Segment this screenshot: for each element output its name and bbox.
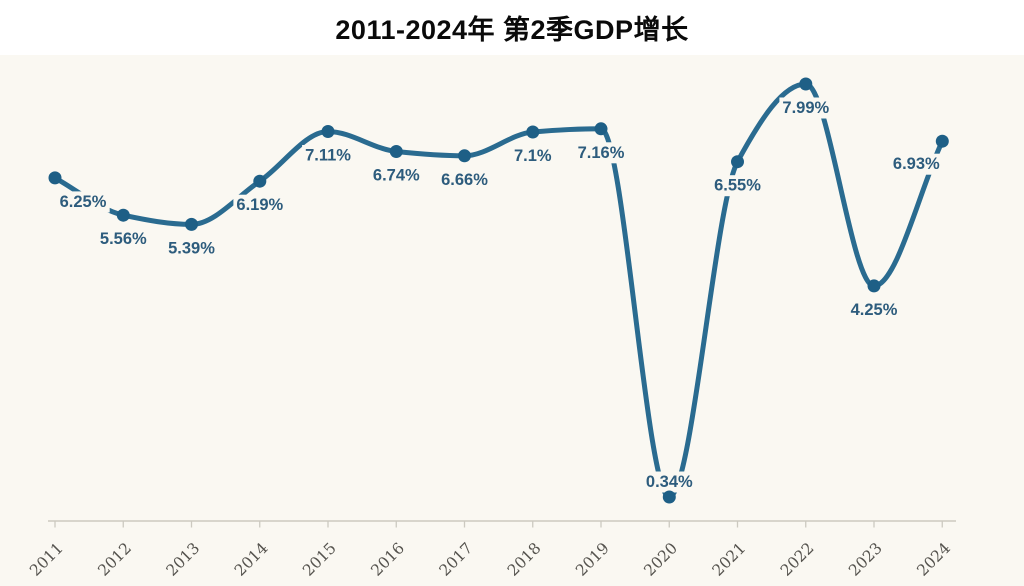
- value-label: 5.56%: [100, 230, 147, 248]
- data-point: [799, 77, 813, 91]
- value-label-group: 7.99%: [779, 97, 833, 119]
- chart-background: [0, 55, 1024, 586]
- data-point: [731, 155, 744, 169]
- value-label-bg: [438, 169, 492, 191]
- value-label-bg: [233, 194, 287, 216]
- value-label: 7.1%: [514, 147, 552, 165]
- value-label-group: 6.66%: [438, 169, 492, 191]
- value-label-group: 7.16%: [574, 142, 628, 164]
- data-point: [662, 490, 676, 504]
- value-label: 0.34%: [646, 473, 693, 491]
- value-label: 7.16%: [578, 144, 625, 162]
- value-label-bg: [56, 191, 110, 213]
- data-point: [458, 149, 471, 163]
- value-label-bg: [889, 153, 943, 175]
- value-label-group: 5.39%: [165, 237, 219, 259]
- chart-title: 2011-2024年 第2季GDP增长: [335, 15, 689, 45]
- title-band: 2011-2024年 第2季GDP增长: [0, 0, 1024, 55]
- value-label-group: 4.25%: [847, 299, 901, 321]
- value-label-bg: [369, 165, 423, 186]
- value-label-bg: [574, 142, 628, 164]
- value-label-group: 6.55%: [711, 175, 765, 197]
- value-label: 7.11%: [305, 147, 351, 165]
- value-label-group: 6.93%: [889, 153, 943, 175]
- value-label-group: 0.34%: [642, 471, 696, 493]
- value-label: 5.39%: [168, 239, 215, 257]
- value-label: 7.99%: [782, 99, 829, 117]
- value-label: 6.25%: [60, 193, 107, 211]
- value-label: 6.74%: [373, 167, 420, 185]
- chart-area: 2011 2012 2013 2014 2015 2016 2017 2018 2019 2020…: [0, 55, 1024, 586]
- value-label-group: 6.74%: [369, 165, 423, 186]
- value-label-bg: [302, 145, 355, 166]
- value-label-bg: [711, 175, 765, 197]
- value-label-group: 6.25%: [56, 191, 110, 213]
- data-point: [935, 134, 949, 148]
- data-point: [116, 208, 130, 222]
- value-label: 6.66%: [441, 171, 488, 189]
- value-label-bg: [779, 97, 833, 119]
- value-label-bg: [847, 299, 901, 321]
- value-label-group: 6.19%: [233, 194, 287, 216]
- data-point: [526, 125, 540, 139]
- data-point: [48, 171, 62, 185]
- value-label-group: 5.56%: [96, 228, 150, 250]
- value-label-bg: [165, 237, 219, 259]
- value-label: 6.93%: [893, 155, 940, 173]
- data-point: [594, 122, 608, 136]
- gdp-line-chart: 2011 2012 2013 2014 2015 2016 2017 2018 2019 2020…: [0, 55, 1024, 586]
- value-label-bg: [511, 145, 555, 167]
- value-label-bg: [642, 471, 696, 493]
- data-point: [389, 145, 403, 158]
- value-label-group: 7.1%: [511, 145, 555, 167]
- value-label: 4.25%: [851, 301, 898, 319]
- value-label-group: 7.11%: [302, 145, 355, 166]
- value-label: 6.19%: [236, 196, 283, 214]
- data-point: [185, 217, 198, 231]
- data-point: [321, 125, 335, 138]
- value-label-bg: [96, 228, 150, 250]
- data-point: [867, 279, 881, 293]
- value-label: 6.55%: [714, 177, 761, 195]
- data-point: [253, 174, 267, 188]
